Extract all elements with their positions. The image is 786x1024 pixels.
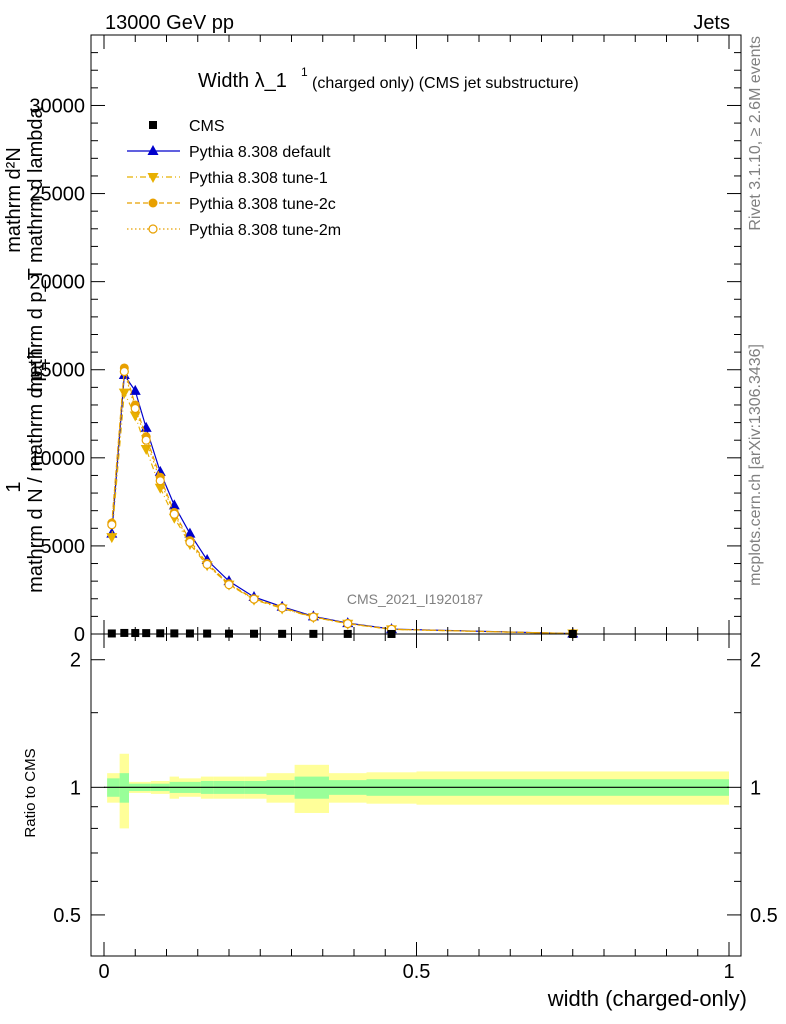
category-label: Jets: [693, 12, 730, 34]
data-point: [142, 629, 151, 638]
legend-entry: Pythia 8.308 default: [127, 144, 331, 161]
data-point: [141, 435, 151, 445]
data-point: [169, 509, 179, 519]
legend-label: Pythia 8.308 tune-1: [189, 170, 328, 187]
series-cms: [107, 628, 577, 638]
data-point: [120, 628, 129, 637]
legend: CMS Pythia 8.308 default Pythia 8.308 tune…: [127, 118, 341, 239]
plot-title: Width λ_1 1 (charged only) (CMS jet subs…: [198, 65, 579, 92]
y-tick-label: 5000: [41, 536, 86, 558]
ratio-y-tick-label: 1: [70, 777, 81, 799]
plot-title-main: Width λ_1: [198, 70, 287, 92]
ratio-y-label: Ratio to CMS: [22, 748, 39, 837]
series-pythia-8-308-tune-2m: [107, 366, 578, 639]
ratio-bands: [104, 753, 729, 829]
data-point: [119, 366, 129, 377]
legend-entry: Pythia 8.308 tune-2m: [127, 222, 341, 239]
data-point: [308, 612, 318, 622]
data-point: [107, 520, 117, 530]
data-point: [170, 629, 179, 638]
legend-label: Pythia 8.308 tune-2m: [189, 222, 341, 239]
y-label-denominator: mathrm d N / mathrm d p_T: [25, 347, 47, 593]
ratio-y-tick-label-right: 0.5: [750, 905, 778, 927]
legend-entry: CMS: [149, 118, 225, 135]
series-line: [111, 371, 573, 635]
main-data-layer: [106, 363, 579, 640]
y-label-one: 1: [3, 481, 25, 492]
data-point: [156, 629, 165, 638]
legend-entry: Pythia 8.308 tune-1: [127, 170, 328, 187]
data-point: [185, 629, 194, 638]
ratio-y-tick-label: 0.5: [53, 905, 81, 927]
x-tick-label: 0.5: [403, 961, 431, 983]
legend-marker: [148, 224, 158, 234]
series-line: [111, 373, 573, 635]
data-point: [118, 388, 130, 399]
data-point: [154, 483, 166, 494]
x-axis-label: width (charged-only): [547, 986, 747, 1011]
legend-marker: [147, 145, 159, 155]
data-point: [129, 384, 141, 395]
legend-marker: [149, 121, 157, 129]
data-point: [202, 559, 212, 570]
y-label-numerator-top: mathrm d²N: [3, 147, 25, 253]
ratio-axes: 0.5 0.5 1 1 2 2 0 0.5 1: [53, 634, 778, 983]
data-point: [155, 476, 165, 486]
data-point: [107, 629, 116, 638]
series-pythia-8-308-default: [106, 369, 579, 638]
main-panel: 0 5000 10000 15000 20000 25000 30000 CMS_2021_…: [3, 34, 742, 646]
legend-marker: [147, 173, 159, 183]
y-tick-label: 10000: [29, 448, 85, 470]
data-point: [185, 537, 195, 547]
y-tick-label: 15000: [29, 360, 85, 382]
legend-label: Pythia 8.308 default: [189, 144, 331, 161]
plot-title-superscript: 1: [301, 65, 308, 79]
watermark: CMS_2021_I1920187: [347, 591, 483, 607]
main-axes: 0 5000 10000 15000 20000 25000 30000: [29, 35, 741, 646]
data-point: [343, 619, 353, 629]
y-tick-label: 20000: [29, 272, 85, 294]
y-label-numerator-bottom: mathrm d p_T mathrm d lambda: [25, 106, 47, 392]
mcplots-reference-label: mcplots.cern.ch [arXiv:1306.3436]: [747, 344, 764, 586]
plot-title-rest: (charged only) (CMS jet substructure): [312, 75, 579, 92]
ratio-y-tick-label-right: 2: [750, 650, 761, 672]
y-axis-label: mathrm d²N mathrm d p_T mathrm d lambda …: [3, 106, 47, 592]
x-tick-label: 0: [98, 961, 109, 983]
legend-label: CMS: [189, 118, 225, 135]
data-point: [106, 533, 118, 544]
legend-marker: [148, 198, 158, 208]
series-line: [111, 390, 573, 635]
y-tick-label: 30000: [29, 95, 85, 117]
legend-entry: Pythia 8.308 tune-2c: [127, 196, 336, 213]
series-line: [111, 367, 573, 635]
data-point: [140, 445, 152, 456]
energy-label: 13000 GeV pp: [105, 12, 234, 34]
ratio-y-tick-label: 2: [70, 650, 81, 672]
data-point: [184, 527, 196, 538]
y-tick-label: 25000: [29, 184, 85, 206]
data-point: [224, 580, 234, 590]
ratio-y-tick-label-right: 1: [750, 777, 761, 799]
series-pythia-8-308-tune-2c: [107, 363, 578, 639]
x-tick-label: 1: [723, 961, 734, 983]
legend-label: Pythia 8.308 tune-2c: [189, 196, 336, 213]
data-point: [130, 403, 140, 414]
data-point: [249, 594, 259, 604]
data-point: [277, 603, 287, 613]
ratio-panel: 0.5 0.5 1 1 2 2 0 0.5 1 Ratio to CMS width (char…: [22, 633, 778, 1011]
y-tick-label: 0: [74, 624, 85, 646]
rivet-version-label: Rivet 3.1.10, ≥ 2.6M events: [747, 36, 764, 231]
